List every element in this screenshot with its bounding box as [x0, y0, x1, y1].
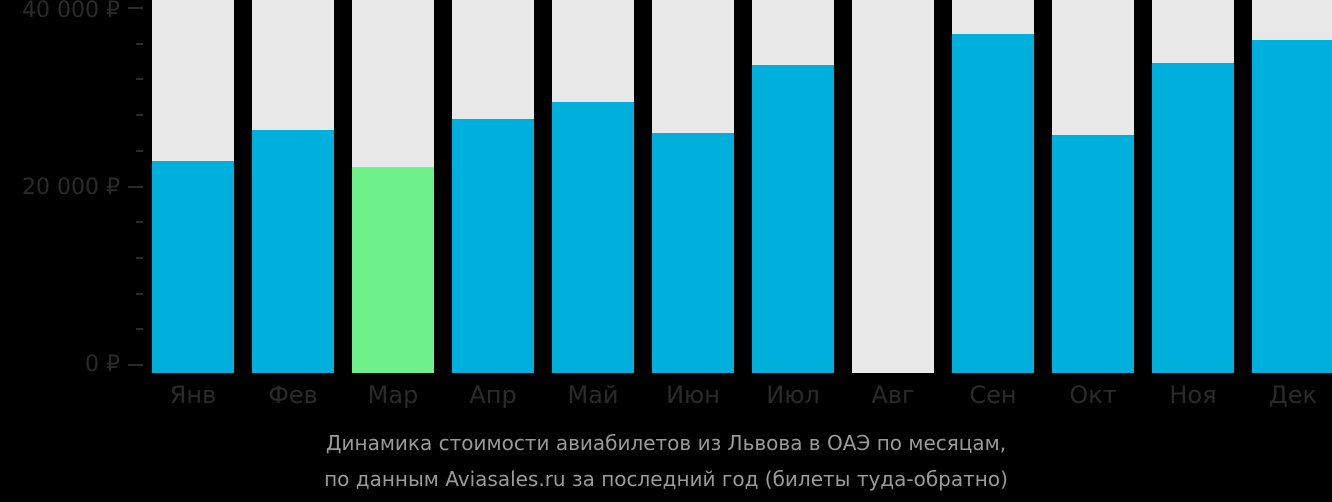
bar-Май[interactable]	[552, 101, 634, 373]
y-axis-tick	[136, 221, 143, 224]
y-axis-tick	[136, 256, 143, 259]
y-axis-tick	[128, 7, 143, 9]
x-tick-label: Авг	[871, 381, 915, 409]
y-tick-label-0: 0 ₽	[85, 352, 120, 377]
x-tick-label: Янв	[169, 381, 217, 409]
x-tick-label: Мар	[367, 381, 419, 409]
bar-Сен[interactable]	[952, 33, 1034, 373]
y-axis-tick	[136, 292, 143, 295]
x-tick-label: Апр	[469, 381, 517, 409]
bar-Ноя[interactable]	[1152, 62, 1234, 373]
bar-Июн[interactable]	[652, 132, 734, 373]
y-axis-tick	[128, 364, 143, 366]
bar-Мар[interactable]	[352, 167, 434, 373]
y-axis-tick	[136, 78, 143, 81]
bar-background	[852, 0, 934, 373]
y-axis-tick	[136, 42, 143, 45]
y-axis-tick	[136, 114, 143, 117]
y-axis-tick	[136, 328, 143, 331]
chart-caption-line2: по данным Aviasales.ru за последний год …	[324, 467, 1008, 491]
y-axis-tick	[136, 149, 143, 152]
bar-Апр[interactable]	[452, 119, 534, 373]
x-tick-label: Июн	[666, 381, 720, 409]
x-tick-label: Июл	[766, 381, 820, 409]
x-tick-label: Окт	[1069, 381, 1117, 409]
bar-Июл[interactable]	[752, 65, 834, 373]
x-tick-label: Дек	[1268, 381, 1317, 409]
x-tick-label: Сен	[969, 381, 1017, 409]
y-tick-label-40000: 40 000 ₽	[22, 0, 120, 23]
chart-caption-line1: Динамика стоимости авиабилетов из Львова…	[325, 431, 1007, 455]
y-tick-label-20000: 20 000 ₽	[22, 175, 120, 200]
bar-Фев[interactable]	[252, 130, 334, 373]
x-tick-label: Ноя	[1169, 381, 1217, 409]
bar-Окт[interactable]	[1052, 135, 1134, 373]
x-tick-label: Май	[567, 381, 619, 409]
bar-Янв[interactable]	[152, 160, 234, 373]
y-axis-tick	[128, 185, 143, 188]
x-tick-label: Фев	[268, 381, 318, 409]
bar-Дек[interactable]	[1252, 40, 1332, 373]
